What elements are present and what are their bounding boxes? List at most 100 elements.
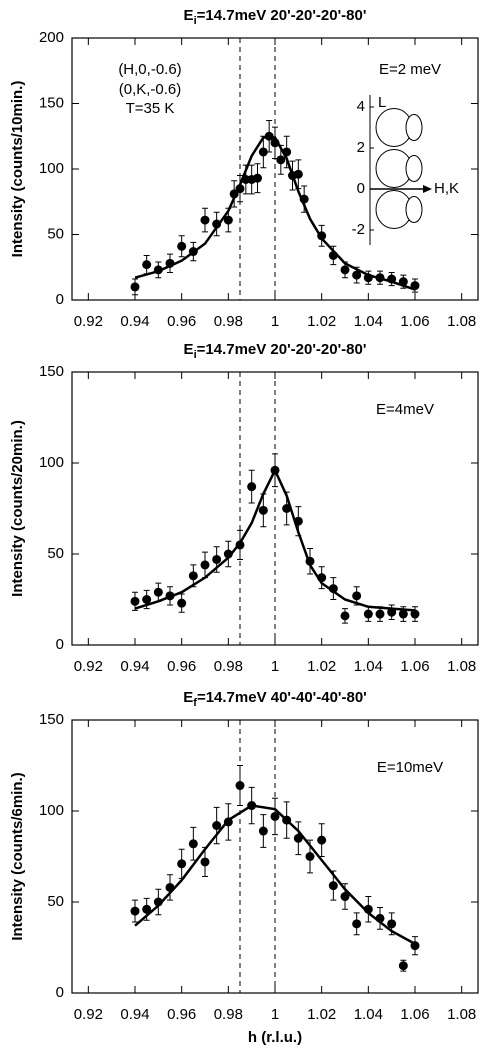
data-point (410, 609, 420, 619)
x-tick-label: 1.02 (307, 658, 336, 675)
title-main: E (184, 7, 194, 24)
x-tick-label: 1 (271, 658, 279, 675)
data-point (130, 596, 140, 606)
fit-curve (134, 804, 416, 945)
data-point (130, 282, 140, 292)
data-point (212, 821, 222, 831)
data-point (293, 833, 303, 843)
data-point (142, 260, 152, 270)
title-rest: =14.7meV 40'-40'-40'-80' (197, 689, 367, 706)
title-sub: i (194, 349, 197, 361)
inset-lobe (405, 114, 423, 141)
data-point (340, 265, 350, 275)
x-tick-label: 1.08 (447, 658, 476, 675)
inset-tick-label: -2 (352, 221, 365, 238)
x-tick-label: 1 (271, 313, 279, 330)
x-tick-label: 1.04 (354, 1006, 383, 1023)
x-tick-label: 1.08 (447, 313, 476, 330)
y-tick-label: 150 (39, 94, 64, 111)
fit-curve (134, 136, 416, 291)
fit-curve (134, 467, 416, 612)
inset-lobe (405, 155, 423, 182)
data-point (352, 919, 362, 929)
data-point (305, 852, 315, 861)
data-point (188, 571, 198, 581)
data-point (328, 881, 338, 891)
y-tick-label: 150 (39, 363, 64, 380)
x-tick-label: 1.04 (354, 313, 383, 330)
data-point (188, 839, 198, 849)
annotation: E=10meV (377, 759, 443, 776)
x-tick-label: 1 (271, 1006, 279, 1023)
annotation: T=35 K (126, 100, 175, 117)
data-point (375, 609, 385, 619)
y-tick-label: 0 (56, 984, 64, 1001)
x-tick-label: 0.96 (167, 658, 196, 675)
x-tick-label: 0.98 (214, 658, 243, 675)
data-point (200, 857, 210, 867)
chart-title: Ei=14.7meV 20'-20'-20'-80' (184, 341, 367, 361)
x-tick-label: 0.98 (214, 1006, 243, 1023)
data-point (235, 781, 245, 791)
data-point (340, 892, 350, 902)
data-point (177, 859, 187, 869)
data-point (258, 505, 268, 515)
title-sub: f (193, 697, 197, 709)
data-point (142, 904, 152, 914)
data-point (253, 173, 262, 183)
x-tick-label: 0.94 (120, 313, 149, 330)
data-point (223, 215, 233, 225)
data-point (130, 906, 140, 916)
data-point (258, 147, 268, 157)
x-tick-label: 0.96 (167, 313, 196, 330)
data-point (212, 554, 222, 564)
y-axis-label: Intensity (counts/6min.) (9, 772, 26, 940)
inset-axis-label: L (378, 94, 386, 111)
x-tick-label: 1.08 (447, 1006, 476, 1023)
y-axis-label: Intensity (counts/10min.) (9, 81, 26, 258)
data-point (363, 609, 373, 619)
y-tick-label: 50 (47, 893, 64, 910)
data-point (177, 241, 187, 251)
y-tick-label: 150 (39, 711, 64, 728)
x-tick-label: 1.02 (307, 313, 336, 330)
data-point (398, 961, 408, 971)
chart-title: Ef=14.7meV 40'-40'-40'-80' (183, 689, 367, 709)
title-rest: =14.7meV 20'-20'-20'-80' (197, 341, 367, 358)
data-point (317, 835, 327, 845)
x-tick-label: 1.06 (400, 313, 429, 330)
x-tick-label: 1.06 (400, 658, 429, 675)
x-axis-label: h (r.l.u.) (248, 1029, 302, 1046)
x-tick-label: 0.94 (120, 1006, 149, 1023)
data-point (293, 169, 303, 179)
x-tick-label: 0.98 (214, 313, 243, 330)
data-point (276, 155, 286, 165)
annotation: (H,0,-0.6) (118, 61, 181, 78)
chart-title: Ei=14.7meV 20'-20'-20'-80' (184, 7, 367, 27)
inset-tick-label: 4 (357, 98, 365, 115)
y-tick-label: 50 (47, 225, 64, 242)
x-tick-label: 1.02 (307, 1006, 336, 1023)
x-tick-label: 0.92 (74, 1006, 103, 1023)
data-point (387, 919, 397, 929)
annotation: (0,K,-0.6) (119, 81, 182, 98)
data-point (352, 591, 362, 601)
x-tick-label: 0.94 (120, 658, 149, 675)
data-point (398, 609, 408, 619)
inset-arrow (423, 185, 432, 193)
data-point (200, 560, 210, 570)
data-point (247, 482, 257, 492)
x-tick-label: 0.92 (74, 313, 103, 330)
y-tick-label: 50 (47, 545, 64, 562)
data-point (352, 270, 362, 280)
inset-tick-label: 2 (357, 139, 365, 156)
y-axis-label: Intensity (counts/20min.) (9, 420, 26, 597)
annotation: E=4meV (376, 401, 434, 418)
y-tick-label: 0 (56, 636, 64, 653)
data-point (270, 811, 280, 821)
x-tick-label: 0.92 (74, 658, 103, 675)
y-tick-label: 200 (39, 29, 64, 46)
title-sub: i (194, 15, 197, 27)
